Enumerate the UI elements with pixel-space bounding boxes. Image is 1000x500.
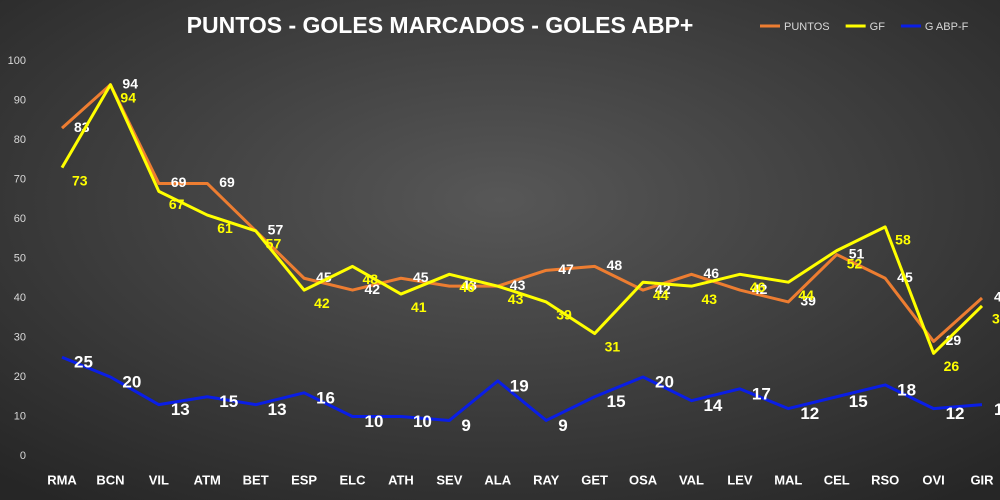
x-tick-label: RSO bbox=[871, 472, 899, 487]
data-label: 12 bbox=[946, 404, 965, 423]
data-label: 16 bbox=[316, 388, 335, 407]
data-label: 44 bbox=[798, 287, 814, 303]
data-label: 57 bbox=[268, 222, 284, 238]
data-label: 41 bbox=[411, 299, 427, 315]
series-line bbox=[60, 83, 984, 355]
data-label: 40 bbox=[994, 289, 1000, 305]
data-label: 14 bbox=[703, 396, 722, 415]
data-label: 73 bbox=[72, 172, 88, 188]
data-label: 46 bbox=[750, 279, 766, 295]
data-label: 12 bbox=[800, 404, 819, 423]
data-label: 17 bbox=[752, 384, 771, 403]
y-tick-label: 20 bbox=[14, 371, 26, 383]
data-label: 69 bbox=[219, 174, 235, 190]
x-tick-label: RMA bbox=[47, 472, 77, 487]
data-label: 42 bbox=[365, 281, 381, 297]
data-label: 42 bbox=[752, 281, 768, 297]
data-label: 15 bbox=[849, 392, 868, 411]
data-label: 43 bbox=[508, 291, 524, 307]
data-label: 15 bbox=[219, 392, 238, 411]
x-tick-label: BCN bbox=[96, 472, 124, 487]
data-label: 39 bbox=[556, 307, 572, 323]
legend-label: PUNTOS bbox=[784, 21, 830, 33]
data-label: 46 bbox=[703, 265, 719, 281]
data-label: 13 bbox=[268, 400, 287, 419]
legend-label: GF bbox=[870, 21, 886, 33]
data-label: 39 bbox=[800, 293, 816, 309]
data-label: 67 bbox=[169, 196, 185, 212]
y-tick-label: 30 bbox=[14, 331, 26, 343]
y-tick-label: 60 bbox=[14, 213, 26, 225]
series-line bbox=[60, 83, 984, 343]
x-tick-label: RAY bbox=[533, 472, 560, 487]
data-label: 57 bbox=[266, 236, 282, 252]
data-label: 61 bbox=[217, 220, 233, 236]
x-tick-label: SEV bbox=[436, 472, 462, 487]
y-tick-label: 70 bbox=[14, 173, 26, 185]
data-label: 9 bbox=[461, 416, 470, 435]
y-tick-label: 10 bbox=[14, 410, 26, 422]
data-label: 15 bbox=[607, 392, 626, 411]
x-tick-label: ATH bbox=[388, 472, 414, 487]
data-label: 20 bbox=[655, 372, 674, 391]
x-tick-label: BET bbox=[243, 472, 269, 487]
x-tick-label: GET bbox=[581, 472, 608, 487]
series-line bbox=[61, 355, 983, 422]
data-label: 20 bbox=[122, 372, 141, 391]
y-tick-label: 0 bbox=[20, 450, 26, 462]
chart-title: PUNTOS - GOLES MARCADOS - GOLES ABP+ bbox=[187, 12, 694, 38]
data-label: 48 bbox=[607, 257, 623, 273]
data-label: 9 bbox=[558, 416, 567, 435]
data-label: 19 bbox=[510, 376, 529, 395]
data-label: 94 bbox=[122, 75, 138, 91]
x-tick-label: MAL bbox=[774, 472, 802, 487]
y-tick-label: 50 bbox=[14, 252, 26, 264]
data-label: 51 bbox=[849, 245, 865, 261]
x-tick-label: CEL bbox=[824, 472, 850, 487]
x-tick-label: OVI bbox=[922, 472, 944, 487]
data-label: 52 bbox=[847, 255, 863, 271]
data-label: 47 bbox=[558, 261, 574, 277]
data-label: 58 bbox=[895, 232, 911, 248]
data-label: 25 bbox=[74, 353, 93, 372]
data-label: 44 bbox=[653, 287, 669, 303]
data-label: 69 bbox=[171, 174, 187, 190]
x-tick-label: OSA bbox=[629, 472, 658, 487]
data-label: 43 bbox=[510, 277, 526, 293]
data-label: 31 bbox=[605, 338, 621, 354]
data-label: 38 bbox=[992, 311, 1000, 327]
data-label: 94 bbox=[120, 89, 136, 105]
data-label: 83 bbox=[74, 119, 90, 135]
legend-label: G ABP-F bbox=[925, 21, 969, 33]
x-tick-label: ESP bbox=[291, 472, 317, 487]
x-tick-label: ATM bbox=[194, 472, 221, 487]
x-tick-label: VIL bbox=[149, 472, 169, 487]
data-label: 46 bbox=[459, 279, 475, 295]
data-label: 43 bbox=[701, 291, 717, 307]
x-tick-label: GIR bbox=[970, 472, 994, 487]
x-tick-label: LEV bbox=[727, 472, 753, 487]
data-label: 13 bbox=[994, 400, 1000, 419]
data-label: 18 bbox=[897, 380, 916, 399]
data-label: 48 bbox=[363, 271, 379, 287]
y-tick-label: 40 bbox=[14, 292, 26, 304]
data-label: 42 bbox=[314, 295, 330, 311]
data-label: 45 bbox=[413, 269, 429, 285]
y-tick-label: 80 bbox=[14, 134, 26, 146]
x-tick-label: ELC bbox=[340, 472, 367, 487]
y-tick-label: 100 bbox=[8, 55, 26, 67]
data-label: 26 bbox=[944, 358, 960, 374]
data-label: 10 bbox=[413, 412, 432, 431]
data-label: 13 bbox=[171, 400, 190, 419]
y-tick-label: 90 bbox=[14, 94, 26, 106]
x-tick-label: VAL bbox=[679, 472, 704, 487]
data-label: 10 bbox=[365, 412, 384, 431]
x-tick-label: ALA bbox=[484, 472, 511, 487]
